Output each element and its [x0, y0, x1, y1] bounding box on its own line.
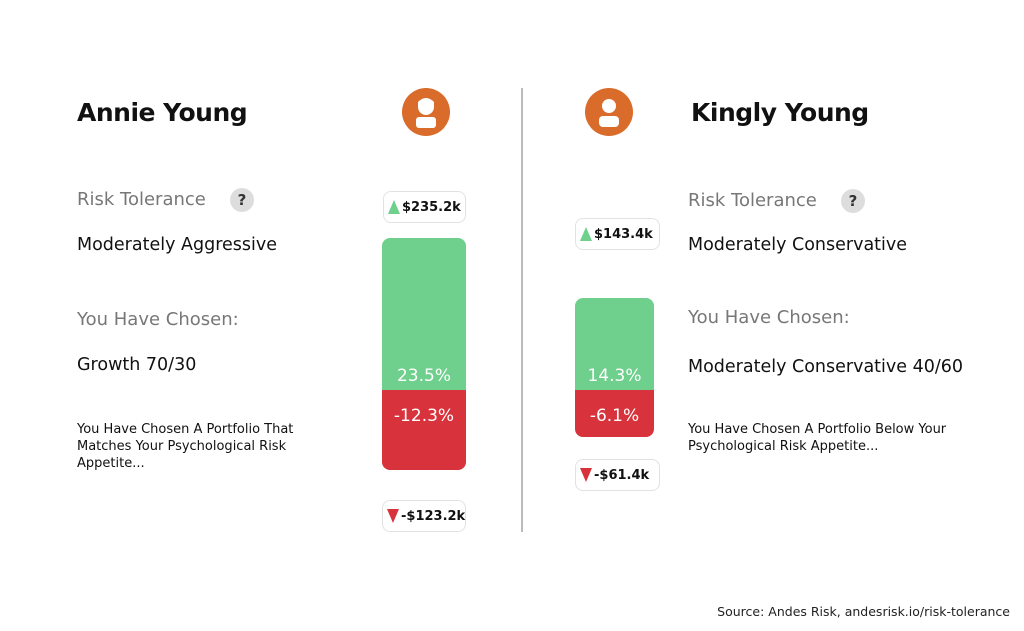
upside-bar: 14.3% — [575, 297, 654, 390]
chosen-label: You Have Chosen: — [688, 307, 850, 328]
user-icon — [585, 88, 633, 136]
downside-pct: -12.3% — [393, 406, 455, 426]
down-triangle-icon — [580, 468, 592, 482]
chosen-portfolio: Moderately Conservative 40/60 — [688, 357, 964, 377]
downside-bar: -12.3% — [382, 390, 466, 470]
chosen-portfolio: Growth 70/30 — [77, 355, 197, 375]
downside-amount: -$61.4k — [594, 467, 650, 483]
downside-amount-pill: -$123.2k — [382, 500, 466, 532]
person-name: Annie Young — [77, 98, 248, 127]
upside-amount-pill: $235.2k — [383, 191, 466, 223]
upside-amount-pill: $143.4k — [575, 218, 660, 250]
up-triangle-icon — [580, 227, 592, 241]
risk-tolerance-value: Moderately Conservative — [688, 235, 908, 255]
source-note: Source: Andes Risk, andesrisk.io/risk-to… — [717, 604, 1010, 619]
down-triangle-icon — [387, 509, 399, 523]
portfolio-description: You Have Chosen A Portfolio Below Your P… — [688, 422, 947, 454]
help-icon[interactable]: ? — [841, 189, 865, 213]
risk-tolerance-value: Moderately Aggressive — [77, 235, 277, 255]
downside-amount: -$123.2k — [401, 508, 466, 524]
portfolio-description: You Have Chosen A Portfolio That Matches… — [77, 422, 294, 471]
risk-tolerance-label: Risk Tolerance — [77, 189, 206, 210]
upside-pct: 14.3% — [587, 365, 642, 386]
person-name: Kingly Young — [691, 98, 869, 127]
divider — [521, 88, 523, 532]
downside-pct: -6.1% — [589, 405, 640, 426]
up-triangle-icon — [388, 200, 400, 214]
female-user-icon — [402, 88, 450, 136]
upside-amount: $143.4k — [594, 226, 653, 242]
upside-amount: $235.2k — [402, 199, 461, 215]
upside-bar: 23.5% — [382, 238, 466, 390]
risk-bar: 23.5% -12.3% — [382, 238, 466, 470]
upside-pct: 23.5% — [396, 366, 451, 386]
downside-amount-pill: -$61.4k — [575, 459, 660, 491]
risk-bar: 14.3% -6.1% — [575, 297, 654, 437]
help-icon[interactable]: ? — [230, 188, 254, 212]
chosen-label: You Have Chosen: — [77, 309, 239, 330]
downside-bar: -6.1% — [575, 389, 654, 437]
risk-tolerance-label: Risk Tolerance — [688, 190, 817, 211]
